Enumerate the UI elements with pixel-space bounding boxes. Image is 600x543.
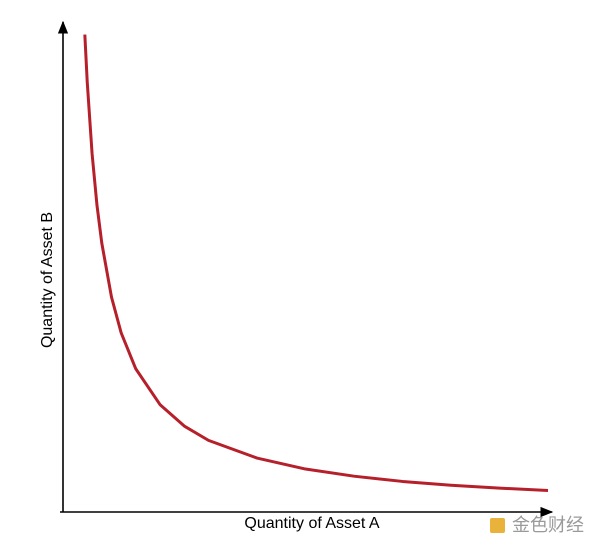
watermark-icon	[490, 518, 505, 533]
watermark: 金色财经	[512, 515, 584, 535]
x-axis-label: Quantity of Asset A	[244, 515, 380, 532]
curve	[83, 34, 549, 493]
y-axis-label: Quantity of Asset B	[39, 212, 56, 348]
